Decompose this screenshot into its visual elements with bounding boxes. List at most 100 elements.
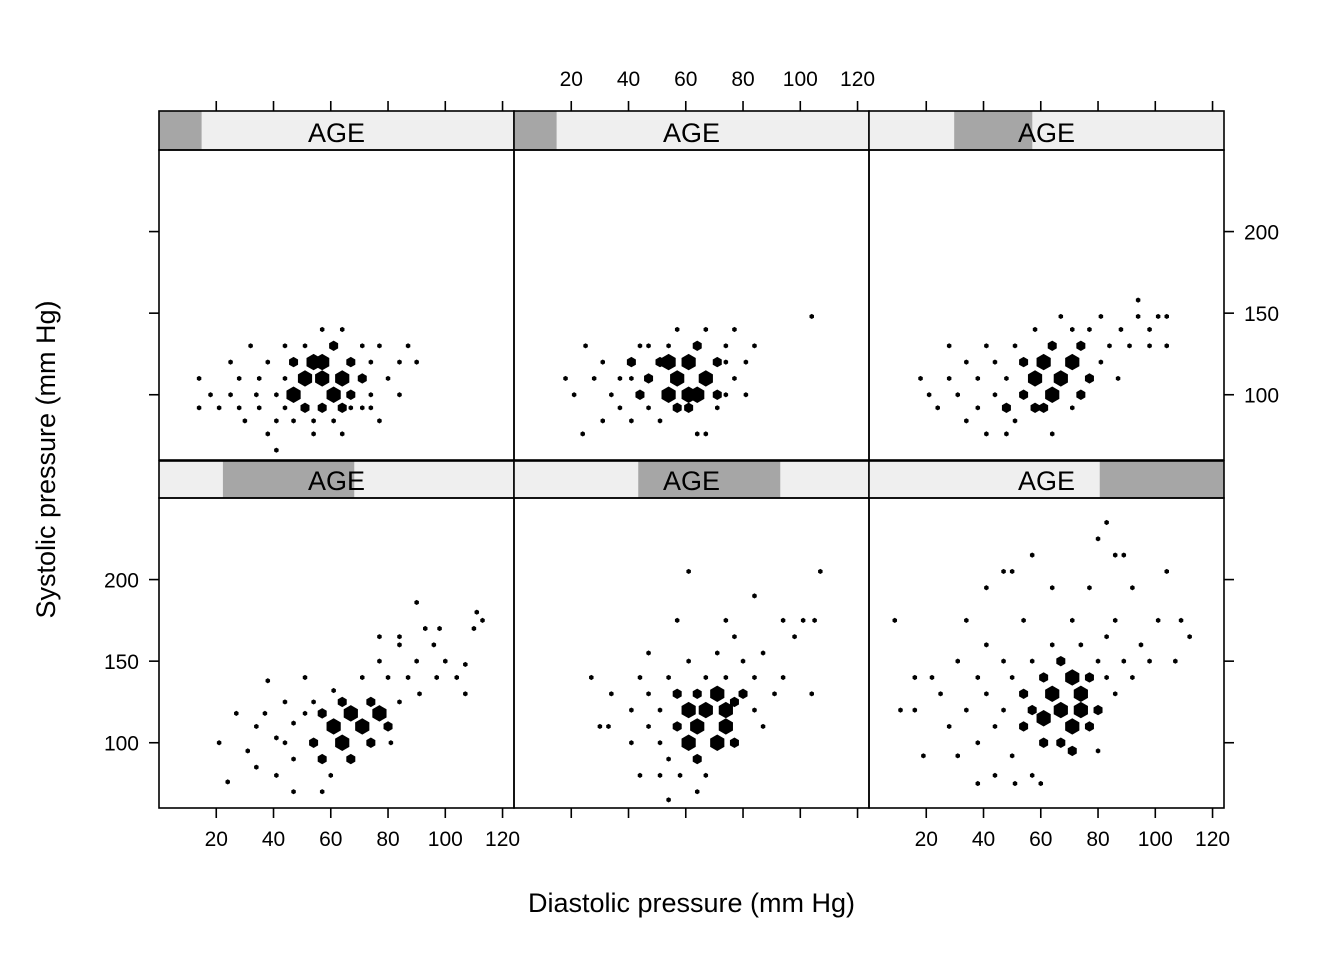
hexbin (1049, 431, 1055, 437)
hexbin (715, 650, 720, 656)
hexbin (681, 734, 696, 751)
hexbin (955, 392, 960, 398)
hexbin (196, 375, 202, 382)
hexbin (1095, 748, 1101, 754)
hexbin (254, 764, 259, 770)
hexbin (703, 772, 709, 778)
hexbin (1021, 617, 1026, 623)
hexbin (1004, 375, 1009, 382)
hexbin (1104, 519, 1109, 526)
hexbin (1058, 313, 1064, 320)
hexbin (723, 392, 729, 398)
hexbin (360, 343, 365, 349)
strip-shingle (954, 111, 1033, 150)
hexbin (1009, 568, 1015, 575)
hexbin (328, 772, 334, 778)
strip-shingle (1099, 461, 1224, 498)
hexbin (317, 402, 327, 413)
hexbin (1001, 658, 1006, 664)
hexbin (262, 710, 268, 716)
hexbin (1027, 704, 1037, 716)
panel: AGE (868, 460, 1225, 809)
hexbin (1039, 672, 1049, 683)
y-tick-label: 150 (1244, 303, 1279, 326)
hexbin (368, 405, 374, 411)
hexbin (1045, 386, 1060, 403)
y-axis-title: Systolic pressure (mm Hg) (31, 300, 61, 618)
hexbin (315, 370, 330, 387)
panel: AGE (513, 110, 870, 461)
hexbin (646, 723, 651, 730)
hexbin (600, 359, 605, 365)
hexbin (366, 737, 376, 748)
y-tick-label: 100 (1244, 385, 1279, 408)
hexbin (1135, 313, 1141, 320)
x-tick-label: 120 (1195, 828, 1230, 851)
hexbin (646, 650, 651, 656)
hexbin (1121, 658, 1127, 664)
strip-label: AGE (1018, 466, 1075, 496)
hexbin (964, 359, 969, 365)
panel-frame (513, 149, 870, 461)
hexbin (694, 789, 700, 795)
panels-layer: AGE AGE AGE AGE AGE AGE (158, 110, 1225, 809)
hexbin (692, 340, 702, 351)
hexbin (800, 617, 806, 623)
hexbin (684, 402, 694, 413)
hexbin (317, 708, 327, 719)
hexbin (1029, 658, 1035, 664)
hexbin (992, 392, 998, 398)
x-tick-label: 120 (840, 68, 875, 91)
strip-label: AGE (663, 466, 720, 496)
panel: AGE (158, 460, 515, 809)
hexbin (1065, 718, 1080, 735)
hexbin (946, 723, 952, 730)
hexbin (732, 375, 737, 382)
strip-shingle (638, 461, 781, 498)
hexbin (397, 699, 402, 705)
hexbin (1178, 617, 1184, 623)
hexbin (723, 343, 729, 349)
hexbin (471, 625, 477, 632)
hexbin (646, 343, 651, 349)
hexbin (898, 707, 903, 713)
hexbin (302, 710, 308, 716)
hexbin (366, 696, 376, 708)
hexbin (1173, 658, 1178, 664)
hexbin (282, 375, 288, 382)
hexbin (346, 753, 356, 765)
hexbin (1147, 343, 1152, 349)
hexbin (809, 691, 814, 697)
hexbin (938, 691, 943, 697)
hexbin (1019, 721, 1029, 732)
hexbin (1155, 617, 1161, 623)
hexbin (666, 343, 671, 349)
hexbin (666, 674, 671, 681)
hexbin (686, 658, 691, 664)
hexbin (423, 625, 428, 632)
hexbin (992, 359, 998, 365)
hexbin (339, 431, 345, 437)
hexbin (265, 678, 271, 684)
hexbin (1049, 642, 1055, 648)
hexbin (1039, 402, 1049, 413)
hexbin (405, 674, 411, 681)
hexbin (282, 699, 288, 705)
x-tick-label: 20 (205, 828, 228, 851)
hexbin (300, 402, 310, 413)
x-tick-label: 60 (319, 828, 342, 851)
x-tick-label: 60 (1029, 828, 1052, 851)
hexbin (912, 707, 918, 713)
hexbin (609, 392, 614, 398)
hexbin (1009, 674, 1015, 681)
hexbin (617, 405, 623, 411)
hexbin (964, 707, 969, 713)
x-tick-label: 60 (674, 68, 697, 91)
hexbin (377, 418, 382, 424)
hexbin (234, 710, 239, 716)
hexbin (1065, 353, 1080, 371)
hexbin (291, 789, 296, 795)
hexbin (208, 392, 213, 398)
strip-background (159, 111, 514, 150)
hexbin (397, 359, 402, 365)
